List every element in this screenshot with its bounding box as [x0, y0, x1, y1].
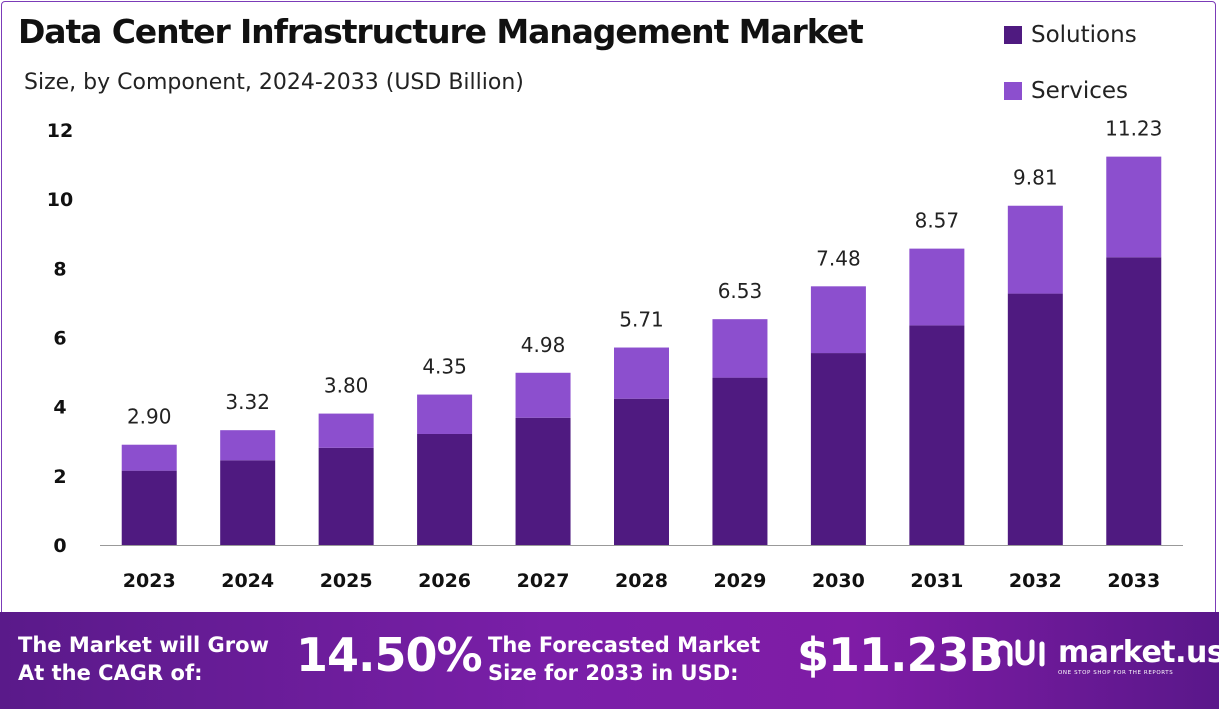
cagr-label-line2: At the CAGR of: — [18, 661, 203, 685]
legend-item-solutions: Solutions — [1004, 20, 1137, 50]
x-tick-label-2029: 2029 — [714, 570, 767, 592]
x-tick-label-2033: 2033 — [1107, 570, 1160, 592]
cagr-label: The Market will Grow At the CAGR of: — [18, 631, 269, 687]
bar-solutions-2029 — [712, 377, 768, 545]
data-label-2025: 3.80 — [324, 374, 369, 398]
cagr-value: 14.50% — [296, 628, 483, 682]
chart-title: Data Center Infrastructure Management Ma… — [18, 12, 864, 51]
y-tick-label: 10 — [47, 189, 73, 211]
legend-swatch-solutions — [1004, 26, 1022, 44]
data-label-2023: 2.90 — [127, 405, 172, 429]
bar-solutions-2030 — [810, 353, 866, 545]
bar-solutions-2024 — [220, 460, 276, 545]
y-tick-label: 6 — [53, 328, 66, 350]
market-us-logo-icon — [993, 639, 1045, 667]
y-tick-label: 8 — [53, 258, 66, 280]
bar-services-2024 — [220, 430, 276, 461]
data-label-2030: 7.48 — [816, 246, 861, 270]
x-tick-label-2026: 2026 — [418, 570, 471, 592]
x-tick-label-2028: 2028 — [615, 570, 668, 592]
data-label-2029: 6.53 — [718, 279, 763, 303]
forecast-label-line2: Size for 2033 in USD: — [488, 661, 739, 685]
legend-label-solutions: Solutions — [1031, 22, 1137, 48]
legend-swatch-services — [1004, 82, 1022, 100]
bar-services-2025 — [318, 413, 374, 448]
brand-name: market.us — [1058, 635, 1219, 670]
data-label-2026: 4.35 — [422, 355, 467, 379]
bar-solutions-2033 — [1106, 257, 1162, 545]
forecast-label-line1: The Forecasted Market — [488, 633, 761, 657]
legend-item-services: Services — [1004, 76, 1128, 106]
data-label-2028: 5.71 — [619, 308, 664, 332]
bar-solutions-2032 — [1007, 293, 1063, 545]
bar-services-2030 — [810, 286, 866, 354]
y-tick-label: 4 — [53, 397, 66, 419]
bar-services-2023 — [121, 444, 177, 471]
x-tick-label-2031: 2031 — [910, 570, 963, 592]
data-label-2027: 4.98 — [521, 333, 566, 357]
brand-logo: market.us ONE STOP SHOP FOR THE REPORTS — [992, 635, 1219, 676]
bar-services-2033 — [1106, 156, 1162, 258]
x-tick-label-2032: 2032 — [1009, 570, 1062, 592]
y-tick-label: 0 — [53, 535, 66, 557]
bar-services-2026 — [417, 394, 473, 434]
bar-solutions-2027 — [515, 417, 571, 545]
chart-plot: 0 2 4 6 8 10 12 2.90 2023 3.32 2024 3.80 2025 4.35 202… — [47, 117, 1183, 592]
x-tick-label-2025: 2025 — [320, 570, 373, 592]
bar-services-2031 — [909, 248, 965, 326]
chart-subtitle: Size, by Component, 2024-2033 (USD Billi… — [24, 70, 524, 95]
forecast-label: The Forecasted Market Size for 2033 in U… — [488, 631, 760, 687]
cagr-label-line1: The Market will Grow — [18, 633, 269, 657]
legend-label-services: Services — [1031, 78, 1128, 104]
forecast-value: $11.23B — [797, 628, 1004, 682]
x-tick-label-2027: 2027 — [517, 570, 570, 592]
bar-solutions-2026 — [417, 433, 473, 545]
bar-services-2029 — [712, 319, 768, 378]
bar-solutions-2023 — [121, 470, 177, 545]
y-tick-label: 12 — [47, 120, 73, 142]
bar-solutions-2031 — [909, 325, 965, 545]
brand-tagline: ONE STOP SHOP FOR THE REPORTS — [1058, 670, 1174, 676]
y-tick-label: 2 — [53, 466, 66, 488]
bar-solutions-2028 — [614, 398, 669, 545]
bar-services-2032 — [1007, 205, 1063, 294]
x-tick-label-2024: 2024 — [221, 570, 274, 592]
data-label-2032: 9.81 — [1013, 166, 1058, 190]
data-label-2024: 3.32 — [225, 390, 270, 414]
bar-services-2027 — [515, 372, 571, 418]
bar-solutions-2025 — [318, 447, 374, 545]
footer-banner: The Market will Grow At the CAGR of: 14.… — [0, 612, 1219, 709]
data-label-2033: 11.23 — [1105, 117, 1162, 141]
bar-services-2028 — [614, 347, 669, 399]
x-tick-label-2030: 2030 — [812, 570, 865, 592]
x-tick-label-2023: 2023 — [123, 570, 176, 592]
data-label-2031: 8.57 — [915, 209, 960, 233]
